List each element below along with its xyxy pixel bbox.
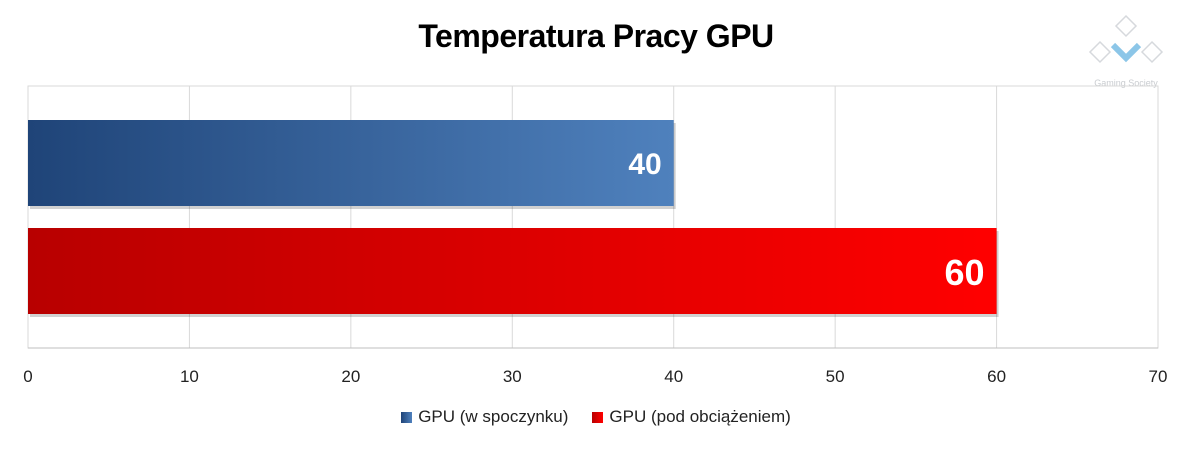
chart-title: Temperatura Pracy GPU (418, 18, 774, 54)
x-tick-label: 70 (1149, 367, 1168, 386)
x-tick-label: 10 (180, 367, 199, 386)
legend-label: GPU (pod obciążeniem) (609, 407, 791, 426)
x-tick-label: 0 (23, 367, 32, 386)
x-tick-label: 20 (341, 367, 360, 386)
legend-item: GPU (pod obciążeniem) (592, 407, 791, 427)
legend-swatch (592, 411, 604, 423)
legend: GPU (w spoczynku) GPU (pod obciążeniem) (0, 407, 1192, 428)
x-tick-label: 60 (987, 367, 1006, 386)
legend-label: GPU (w spoczynku) (418, 407, 569, 426)
legend-swatch (401, 411, 413, 423)
x-tick-label: 40 (664, 367, 683, 386)
tick-layer: 0 10 20 30 40 50 60 70 (23, 367, 1167, 386)
legend-item: GPU (w spoczynku) (401, 407, 568, 427)
data-label: 40 (628, 148, 661, 181)
x-tick-label: 30 (503, 367, 522, 386)
bar (28, 120, 674, 206)
bar (28, 228, 997, 314)
gaming-society-logo-icon (1088, 14, 1164, 64)
x-tick-label: 50 (826, 367, 845, 386)
watermark-text: Gaming Society (1094, 78, 1158, 88)
data-label: 60 (945, 252, 985, 293)
bar-chart: 40 60 0 10 20 30 40 50 60 70 (23, 85, 1167, 386)
bar-layer: 40 60 (28, 120, 999, 317)
